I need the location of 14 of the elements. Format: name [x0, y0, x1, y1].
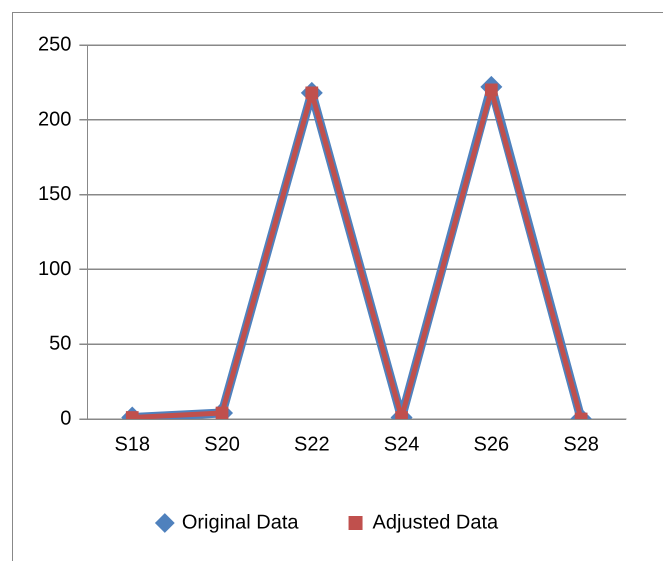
- y-tick-label: 0: [60, 408, 72, 430]
- x-tick-label: S18: [114, 434, 150, 456]
- legend-label: Adjusted Data: [372, 512, 500, 534]
- y-tick-label: 150: [38, 183, 72, 206]
- y-tick-label: 50: [49, 332, 72, 355]
- x-tick-label: S20: [204, 434, 240, 456]
- x-tick-label: S24: [384, 434, 420, 456]
- y-tick-label: 250: [38, 34, 72, 56]
- x-tick-label: S26: [474, 434, 510, 456]
- x-tick-label: S28: [563, 434, 599, 456]
- y-tick-label: 200: [38, 108, 72, 130]
- x-tick-label: S22: [294, 434, 330, 456]
- legend-label: Original Data: [182, 512, 300, 534]
- y-tick-label: 100: [38, 258, 72, 280]
